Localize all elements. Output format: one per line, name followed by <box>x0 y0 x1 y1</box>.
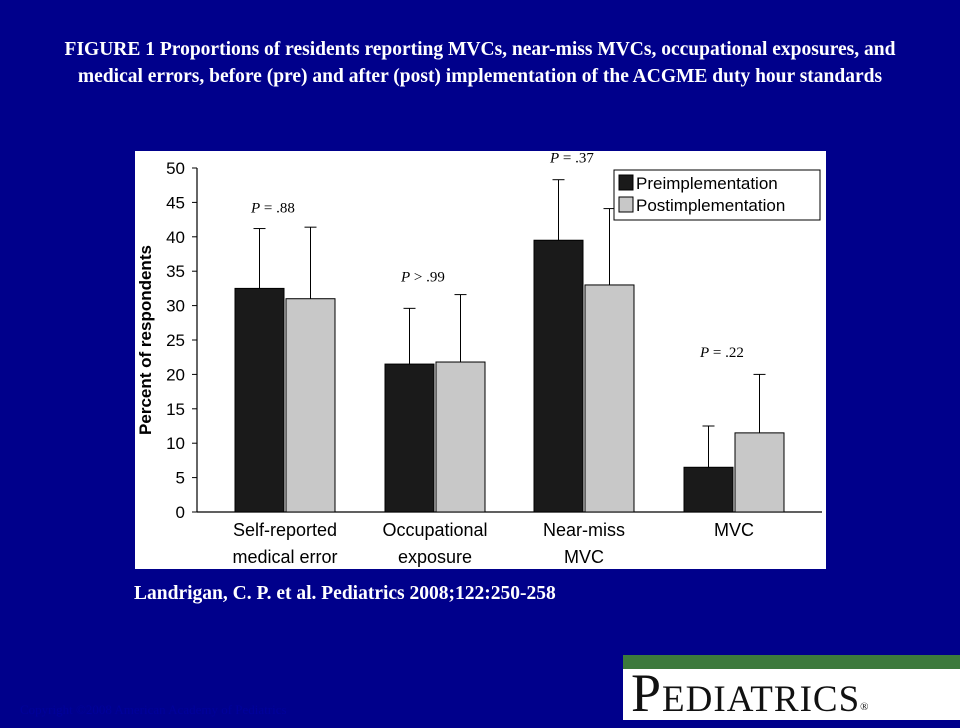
chart-panel: 0 5 10 15 20 25 30 35 40 45 50 Percent of responden… <box>135 151 826 569</box>
logo-wordmark: PEDIATRICS® <box>631 665 870 728</box>
copyright-notice: Copyright ©2008 American Academy of Pedi… <box>20 702 287 717</box>
p-value-annotation: P = .37 <box>549 151 594 166</box>
y-tick-label: 25 <box>166 331 185 350</box>
bar-post <box>584 284 635 513</box>
x-tick-label: Self-reported <box>233 520 337 540</box>
x-tick-label: MVC <box>564 547 604 567</box>
legend-swatch-pre <box>618 174 634 191</box>
citation: Landrigan, C. P. et al. Pediatrics 2008;… <box>134 583 556 604</box>
p-value-annotation: P > .99 <box>400 270 445 286</box>
pediatrics-logo: PEDIATRICS® <box>623 655 960 721</box>
slide-title: FIGURE 1 Proportions of residents report… <box>64 39 896 87</box>
y-tick-label: 40 <box>166 228 185 247</box>
bar-post <box>435 361 486 513</box>
bar-pre <box>683 466 734 513</box>
bar-pre <box>533 239 584 513</box>
y-tick-label: 50 <box>166 159 185 178</box>
x-tick-label: exposure <box>398 547 472 567</box>
x-tick-label: Near-miss <box>543 520 625 540</box>
y-tick-label: 0 <box>176 503 185 522</box>
legend-swatch-post <box>618 196 634 213</box>
y-tick-label: 10 <box>166 434 185 453</box>
legend-box <box>613 169 821 221</box>
bar-pre <box>384 363 435 513</box>
p-value-annotation: P = .22 <box>699 345 744 361</box>
registered-mark: ® <box>860 701 870 713</box>
logo-stripe <box>623 655 960 669</box>
x-tick-label: medical error <box>232 547 337 567</box>
y-axis-label: Percent of respondents <box>136 245 155 435</box>
bar-post <box>285 298 336 513</box>
legend-label: Preimplementation <box>636 174 778 193</box>
y-tick-label: 20 <box>166 365 185 384</box>
bar-post <box>734 432 785 513</box>
y-tick-label: 30 <box>166 297 185 316</box>
x-tick-label: MVC <box>714 520 754 540</box>
legend-label: Postimplementation <box>636 196 785 215</box>
x-tick-label: Occupational <box>382 520 487 540</box>
y-tick-label: 15 <box>166 400 185 419</box>
bar-pre <box>234 287 285 513</box>
y-tick-label: 35 <box>166 262 185 281</box>
bar-chart: 0 5 10 15 20 25 30 35 40 45 50 Percent of responden… <box>136 151 822 567</box>
y-tick-label: 5 <box>176 469 185 488</box>
y-tick-label: 45 <box>166 193 185 212</box>
logo-rest: EDIATRICS <box>662 679 861 720</box>
p-value-annotation: P = .88 <box>250 201 295 217</box>
logo-initial: P <box>631 663 663 723</box>
